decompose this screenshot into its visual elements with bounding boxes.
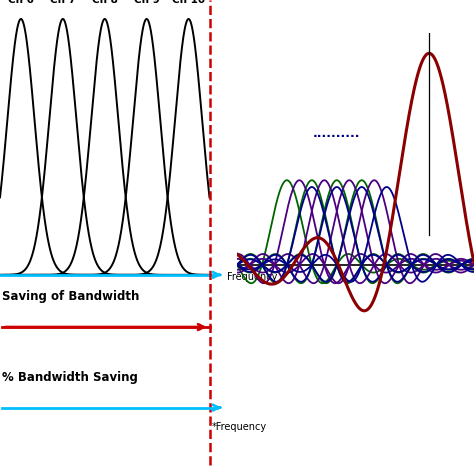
Text: Ch 9: Ch 9 — [134, 0, 160, 5]
Text: % Bandwidth Saving: % Bandwidth Saving — [2, 371, 138, 384]
Text: ..........: .......... — [313, 128, 361, 140]
Text: Ch 8: Ch 8 — [92, 0, 118, 5]
Text: *Frequency: *Frequency — [212, 422, 267, 432]
Text: Ch 7: Ch 7 — [50, 0, 76, 5]
Text: Ch 6: Ch 6 — [8, 0, 34, 5]
Text: Saving of Bandwidth: Saving of Bandwidth — [2, 291, 140, 303]
Text: Ch 10: Ch 10 — [172, 0, 205, 5]
Text: Frequency: Frequency — [227, 272, 277, 283]
